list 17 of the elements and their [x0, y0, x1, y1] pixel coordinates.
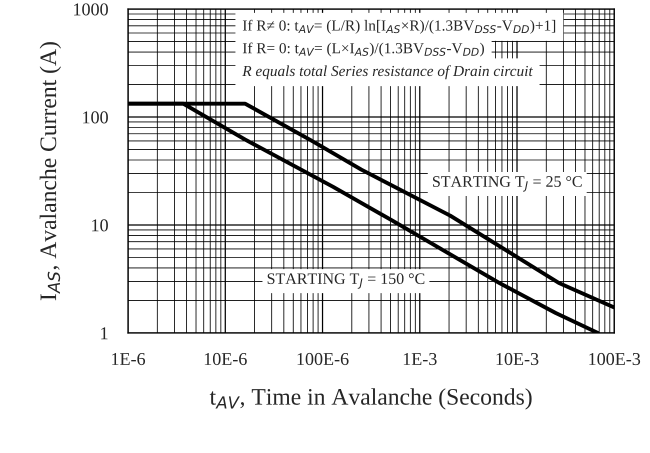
text: If R≠ 0: t$_{AV}$= (L/R) ln[I$_{AS}$×R)/(1.3BV$_{DSS}$-V$_{DD}$)+1] — [242, 20, 556, 34]
x-tick-label: 10E-6 — [204, 352, 247, 366]
series-label: STARTING T$_{J}$ = 25 °C — [432, 176, 582, 192]
y-tick-label: 10 — [92, 219, 108, 232]
y-tick-label: 1000 — [74, 3, 108, 16]
x-tick-label: 100E-3 — [589, 352, 640, 366]
annotation: R equals total Series resistance of Drain circuit — [242, 65, 533, 80]
y-tick-label: 1 — [101, 327, 108, 340]
x-axis-title: t$_{AV}$, Time in Avalanche (Seconds) — [210, 388, 532, 410]
series-label: STARTING T$_{J}$ = 150 °C — [268, 273, 424, 289]
text: If R= 0: t$_{AV}$= (L×I$_{AS}$)/(1.3BV$_{DSS}$-V$_{DD}$) — [242, 42, 484, 56]
y-axis-title: I$_{AS}$, Avalanche Current (A) — [40, 42, 62, 300]
x-tick-label: 1E-3 — [404, 352, 437, 366]
x-tick-label: 10E-3 — [496, 352, 538, 366]
y-tick-label: 100 — [83, 111, 108, 124]
x-tick-label: 100E-6 — [298, 352, 349, 366]
x-tick-label: 1E-6 — [112, 352, 146, 366]
